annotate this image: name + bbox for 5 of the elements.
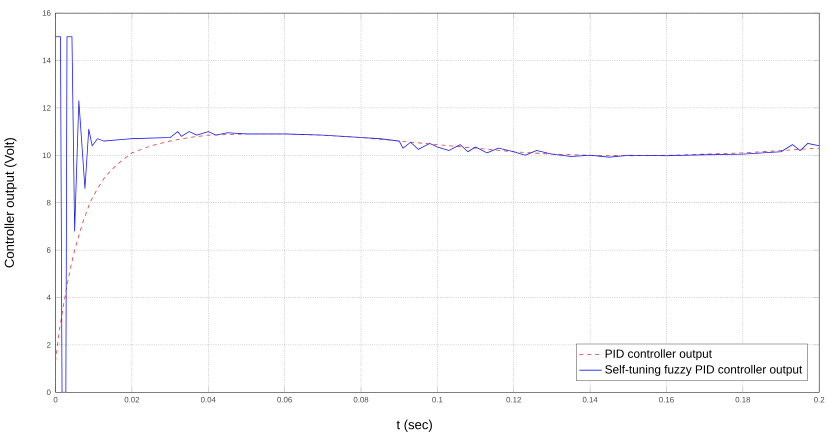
y-axis-title: Controller output (Volt) — [4, 138, 17, 268]
line-series — [56, 36, 820, 392]
legend-label: PID controller output — [606, 349, 712, 360]
x-axis-title: t (sec) — [396, 420, 432, 432]
legend-label: Self-tuning fuzzy PID controller output — [605, 364, 802, 376]
